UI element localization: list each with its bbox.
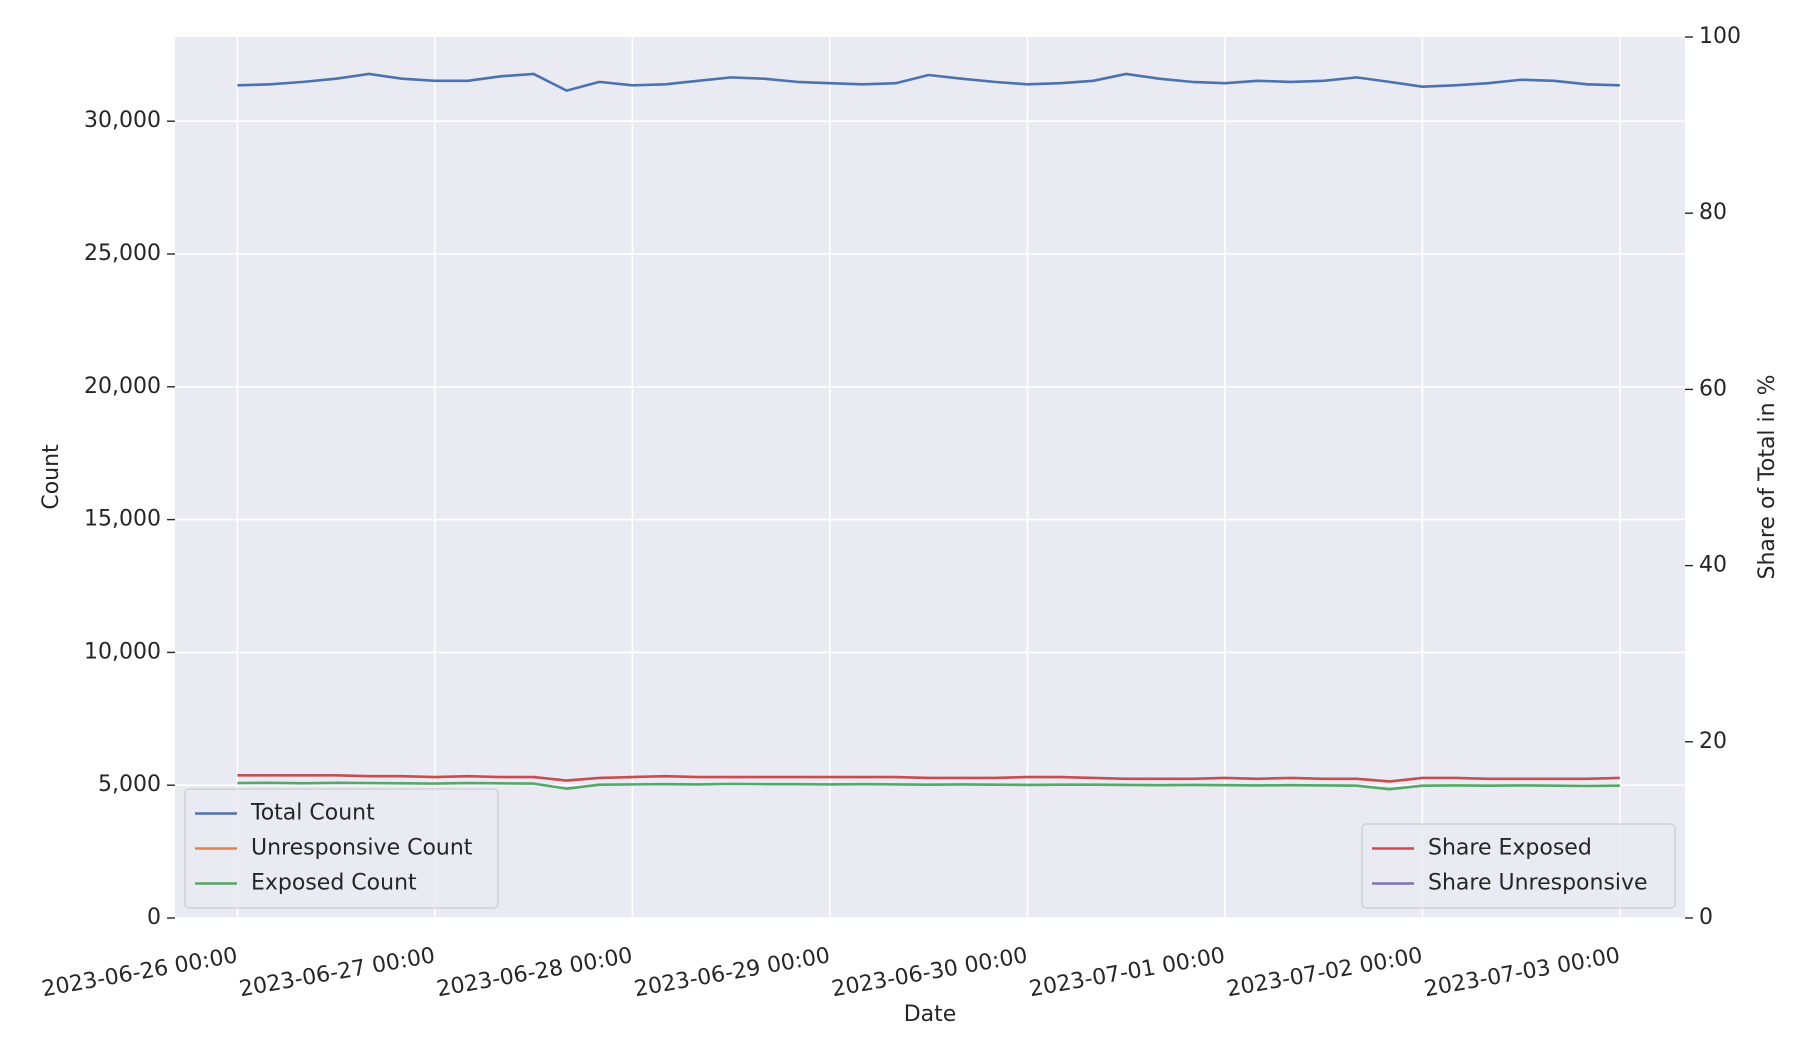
y2-tick-label: 100 bbox=[1699, 24, 1741, 49]
y-tick-label: 10,000 bbox=[84, 639, 161, 664]
legend-label: Share Exposed bbox=[1428, 836, 1592, 861]
legend-box bbox=[184, 788, 499, 909]
x-tick-label: 2023-06-29 00:00 bbox=[632, 943, 832, 1002]
y-tick-label: 25,000 bbox=[84, 241, 161, 266]
series-line bbox=[237, 72, 1620, 92]
y-tick-label: 15,000 bbox=[84, 507, 161, 532]
legend-label: Total Count bbox=[250, 801, 375, 826]
x-tick-label: 2023-06-30 00:00 bbox=[830, 943, 1030, 1002]
y-axis-label: Count bbox=[39, 444, 64, 510]
y-tick-label: 5,000 bbox=[98, 772, 161, 797]
x-tick-label: 2023-07-02 00:00 bbox=[1225, 943, 1425, 1002]
legend-label: Exposed Count bbox=[251, 871, 417, 896]
y2-tick-label: 60 bbox=[1699, 376, 1727, 401]
y2-tick-label: 0 bbox=[1699, 905, 1713, 930]
x-tick-label: 2023-06-26 00:00 bbox=[40, 943, 240, 1002]
y-tick-label: 20,000 bbox=[84, 374, 161, 399]
plot-background bbox=[175, 37, 1685, 918]
x-axis-label: Date bbox=[904, 1002, 957, 1027]
legend-label: Unresponsive Count bbox=[251, 836, 473, 861]
x-tick-label: 2023-07-01 00:00 bbox=[1027, 943, 1227, 1002]
x-tick-label: 2023-06-28 00:00 bbox=[435, 943, 635, 1002]
y2-tick-label: 20 bbox=[1699, 729, 1727, 754]
series-line bbox=[237, 781, 1620, 791]
y2-axis-label: Share of Total in % bbox=[1755, 374, 1780, 579]
legend-box bbox=[1361, 823, 1676, 909]
y2-tick-label: 80 bbox=[1699, 200, 1727, 225]
x-tick-label: 2023-07-03 00:00 bbox=[1422, 943, 1622, 1002]
y-tick-label: 0 bbox=[147, 905, 161, 930]
legend-label: Share Unresponsive bbox=[1428, 871, 1648, 896]
x-tick-label: 2023-06-27 00:00 bbox=[237, 943, 437, 1002]
y2-tick-label: 40 bbox=[1699, 553, 1727, 578]
series-line bbox=[237, 773, 1620, 783]
y-tick-label: 30,000 bbox=[84, 108, 161, 133]
